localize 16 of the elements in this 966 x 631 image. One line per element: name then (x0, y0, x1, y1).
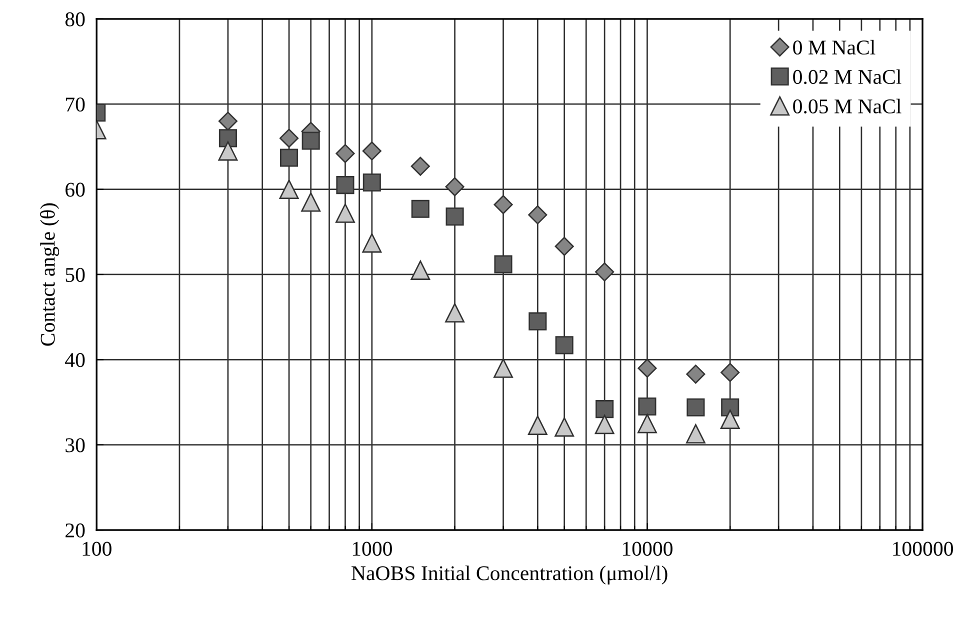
x-tick-label: 10000 (623, 542, 672, 556)
x-tick-label: 1000 (352, 542, 392, 556)
x-tick-label: 100000 (893, 542, 953, 556)
y-tick-label: 20 (66, 523, 85, 538)
y-tick-label: 30 (66, 438, 85, 452)
x-tick-label: 100 (82, 542, 112, 556)
legend-label: 0.05 M NaCl (793, 98, 902, 114)
y-axis-title: Contact angle (θ) (40, 203, 60, 346)
y-tick-label: 70 (66, 97, 85, 112)
y-tick-label: 40 (65, 353, 85, 368)
y-tick-label: 50 (66, 268, 85, 282)
y-tick-label: 60 (66, 182, 85, 197)
y-tick-label: 80 (65, 12, 85, 26)
x-axis-title: NaOBS Initial Concentration (μmol/l) (352, 566, 668, 585)
legend-label: 0 M NaCl (793, 40, 876, 55)
legend-label: 0.02 M NaCl (793, 69, 902, 84)
